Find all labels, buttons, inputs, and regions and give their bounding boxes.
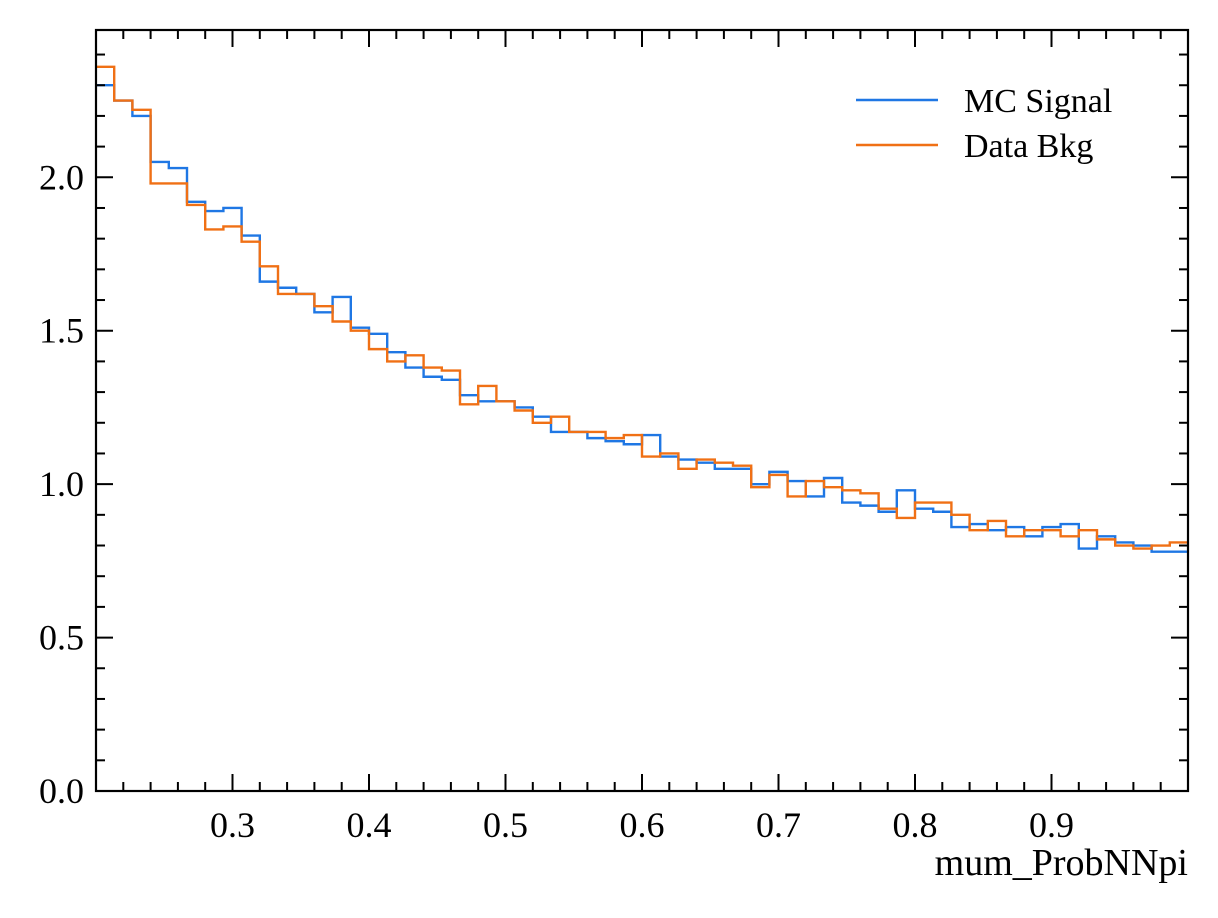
y-tick-label: 0.0 — [39, 771, 84, 811]
x-tick-labels: 0.3 0.4 0.5 0.6 0.7 0.8 0.9 — [210, 805, 1074, 845]
series-line-data-bkg — [96, 65, 1188, 550]
x-axis-label: mum_ProbNNpi — [935, 842, 1188, 884]
series-layer — [96, 65, 1188, 553]
y-tick-label: 2.0 — [39, 157, 84, 197]
plot-frame — [94, 28, 1190, 793]
legend: MC Signal Data Bkg — [856, 83, 1112, 165]
x-tick-label: 0.8 — [893, 805, 938, 845]
x-tick-label: 0.4 — [347, 805, 392, 845]
x-tick-label: 0.7 — [756, 805, 801, 845]
x-tick-label: 0.9 — [1029, 805, 1074, 845]
x-tick-label: 0.6 — [620, 805, 665, 845]
y-tick-label: 0.5 — [39, 618, 84, 658]
y-tick-labels: 0.0 0.5 1.0 1.5 2.0 — [39, 157, 84, 811]
x-tick-label: 0.3 — [210, 805, 255, 845]
y-tick-label: 1.5 — [39, 311, 84, 351]
legend-label: Data Bkg — [964, 128, 1093, 165]
legend-label: MC Signal — [964, 83, 1112, 120]
y-tick-label: 1.0 — [39, 464, 84, 504]
axis-ticks — [96, 30, 1188, 791]
x-tick-label: 0.5 — [483, 805, 528, 845]
